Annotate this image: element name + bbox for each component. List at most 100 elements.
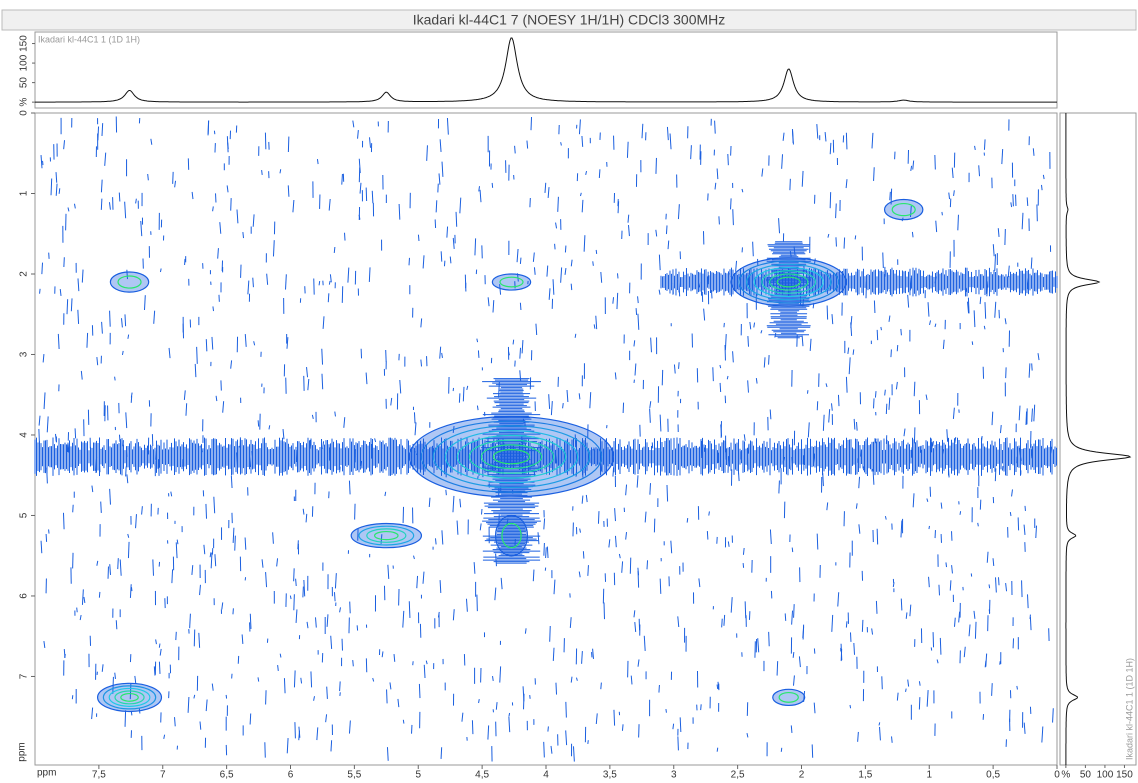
title-bar <box>1 9 1137 31</box>
noise-streak <box>121 350 124 355</box>
noise-streak <box>476 405 479 411</box>
noise-streak <box>708 511 710 516</box>
noise-streak <box>302 508 305 515</box>
noise-streak <box>40 155 43 169</box>
noise-streak <box>967 301 970 314</box>
noise-streak <box>214 554 217 567</box>
noise-streak <box>888 397 891 410</box>
noise-streak <box>749 321 752 330</box>
noise-streak <box>194 363 197 378</box>
noise-streak <box>125 466 127 477</box>
noise-streak <box>474 238 477 256</box>
noise-streak <box>979 296 982 305</box>
y-tick-label: 6 <box>19 593 30 599</box>
noise-streak <box>861 619 864 632</box>
x-tick-label: 7 <box>160 770 166 781</box>
y-tick-label: 1 <box>19 190 30 196</box>
noise-streak <box>895 381 898 390</box>
noise-streak <box>752 241 754 257</box>
contour-level <box>120 692 139 702</box>
noise-streak <box>1033 404 1036 422</box>
noise-streak <box>397 698 400 708</box>
x-tick-label: 3 <box>671 770 677 781</box>
noise-streak <box>597 511 600 524</box>
x-tick-label: 6 <box>288 770 294 781</box>
noise-streak <box>857 731 859 742</box>
noise-streak <box>847 347 850 355</box>
noise-streak <box>612 297 615 304</box>
noise-streak <box>423 664 426 679</box>
x-tick-label: 3,5 <box>603 770 617 781</box>
noise-streak <box>134 675 137 685</box>
noise-streak <box>952 407 955 420</box>
x-tick-label: 1 <box>926 770 932 781</box>
noise-streak <box>452 495 455 513</box>
noise-streak <box>492 675 494 681</box>
noise-streak <box>393 653 396 662</box>
noise-streak <box>333 592 336 602</box>
noise-streak <box>66 299 69 315</box>
noise-streak <box>249 613 252 629</box>
noise-streak <box>892 582 895 588</box>
noise-streak <box>888 315 891 322</box>
noise-streak <box>665 225 668 235</box>
noise-streak <box>199 721 202 730</box>
contour-level <box>491 273 532 291</box>
noise-streak <box>757 638 760 653</box>
noise-streak <box>1023 524 1026 535</box>
contour-level <box>358 525 415 546</box>
noise-streak <box>890 349 892 358</box>
noise-streak <box>557 196 559 212</box>
noise-streak <box>300 677 303 684</box>
noise-streak <box>313 696 315 701</box>
contour-level <box>366 528 407 543</box>
noise-streak <box>837 394 840 407</box>
noise-streak <box>889 191 891 201</box>
noise-streak <box>646 560 649 570</box>
noise-streak <box>801 335 804 347</box>
noise-streak <box>101 321 103 334</box>
noise-streak <box>945 562 948 568</box>
noise-streak <box>543 542 545 556</box>
noise-streak <box>1026 197 1029 207</box>
noise-streak <box>440 747 443 759</box>
noise-streak <box>768 355 770 365</box>
noise-streak <box>226 136 229 153</box>
noise-streak <box>244 334 247 347</box>
noise-streak <box>1028 363 1031 378</box>
noise-streak <box>644 511 647 523</box>
noise-streak <box>399 379 402 394</box>
noise-streak <box>994 301 997 318</box>
noise-streak <box>665 708 667 713</box>
noise-streak <box>608 539 611 548</box>
noise-streak <box>641 123 644 139</box>
noise-streak <box>791 610 794 625</box>
noise-streak <box>455 211 458 227</box>
noise-streak <box>603 602 606 620</box>
noise-streak <box>845 376 848 393</box>
noise-streak <box>266 273 269 285</box>
noise-streak <box>545 547 547 559</box>
noise-streak <box>286 738 289 754</box>
contour-level <box>753 266 824 298</box>
noise-streak <box>672 723 675 730</box>
noise-streak <box>159 268 162 273</box>
noise-streak <box>334 411 336 417</box>
x-tick-label: 6,5 <box>220 770 234 781</box>
noise-streak <box>553 579 556 595</box>
noise-streak <box>1001 149 1004 165</box>
noise-streak <box>416 575 419 589</box>
noise-streak <box>325 714 328 723</box>
noise-streak <box>828 409 831 423</box>
noise-streak <box>550 745 553 754</box>
noise-streak <box>1030 257 1033 269</box>
x-tick-label: 4 <box>543 770 549 781</box>
noise-streak <box>402 610 405 628</box>
noise-streak <box>900 598 903 611</box>
noise-streak <box>548 288 551 300</box>
noise-streak <box>109 310 111 327</box>
noise-streak <box>562 402 564 409</box>
noise-streak <box>700 704 702 711</box>
noise-streak <box>547 726 549 732</box>
noise-streak <box>909 604 912 617</box>
